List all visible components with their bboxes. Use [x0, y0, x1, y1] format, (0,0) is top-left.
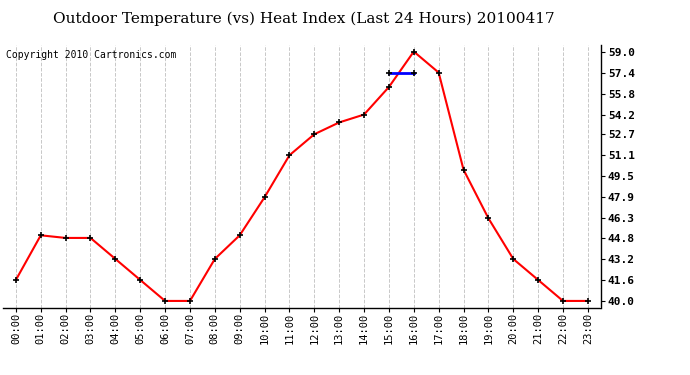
Text: Copyright 2010 Cartronics.com: Copyright 2010 Cartronics.com: [6, 50, 177, 60]
Text: Outdoor Temperature (vs) Heat Index (Last 24 Hours) 20100417: Outdoor Temperature (vs) Heat Index (Las…: [53, 11, 554, 26]
